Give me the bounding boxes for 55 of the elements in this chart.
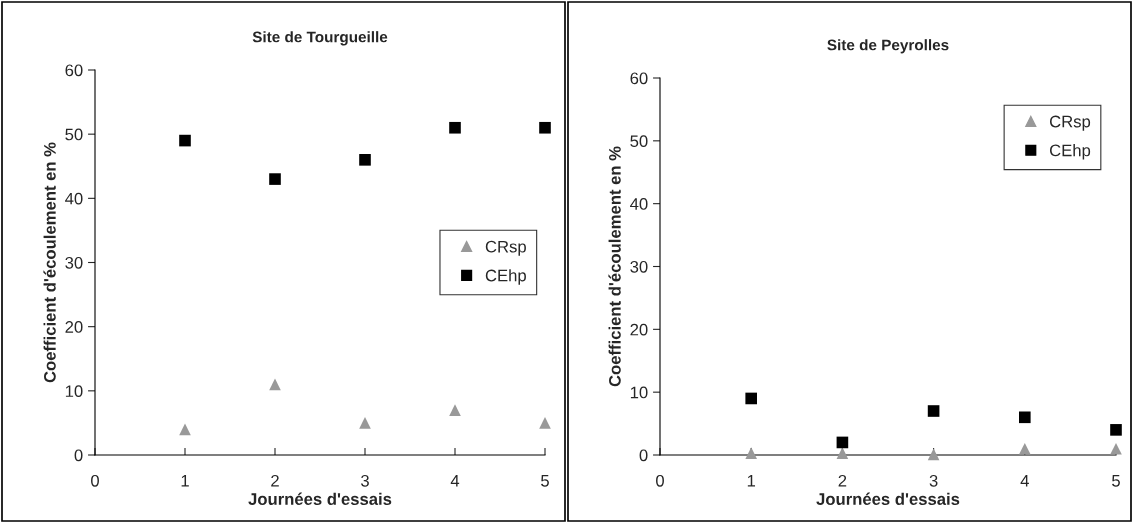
chart-title: Site de Peyrolles	[827, 39, 949, 54]
point	[745, 447, 758, 459]
y-tick-label: 30	[65, 256, 83, 269]
point	[1110, 442, 1122, 455]
y-tick-label: 50	[65, 128, 83, 141]
point	[927, 405, 940, 417]
x-tick-label: 1	[181, 475, 189, 487]
y-axis-title: Coefficient d'écoulement en %	[608, 146, 621, 387]
point	[1018, 411, 1031, 424]
x-tick-label: 1	[747, 475, 756, 487]
x-tick-label: 2	[271, 474, 279, 487]
point	[1110, 424, 1122, 436]
point	[1018, 442, 1031, 455]
point	[836, 447, 849, 459]
y-tick-label: 50	[630, 135, 648, 148]
point	[927, 448, 940, 461]
y-tick-label: 10	[630, 386, 648, 399]
y-axis-title: Coefficient d'écoulement en %	[43, 142, 56, 383]
x-tick-label: 3	[929, 474, 938, 487]
point	[539, 121, 551, 134]
y-tick-label: 0	[74, 449, 83, 462]
chart-title: Site de Tourgueille	[252, 31, 388, 46]
point	[179, 423, 191, 436]
y-tick-label: 20	[65, 321, 83, 333]
x-tick-label: 0	[656, 474, 664, 487]
point	[449, 404, 461, 416]
legend-label: CEhp	[485, 269, 526, 285]
x-tick-label: 5	[541, 475, 549, 487]
point	[179, 134, 191, 147]
y-tick-label: 40	[65, 192, 83, 205]
x-tick-label: 4	[450, 475, 460, 487]
y-tick-label: 30	[630, 260, 648, 273]
legend-label: CRsp	[485, 240, 526, 256]
y-tick-label: 60	[65, 64, 83, 77]
point	[359, 154, 371, 166]
point	[836, 436, 849, 449]
x-tick-label: 0	[91, 474, 99, 487]
point	[745, 392, 758, 405]
y-tick-label: 10	[65, 385, 83, 398]
legend-label: CEhp	[1049, 144, 1091, 160]
x-axis-title: Journées d'essais	[816, 492, 960, 505]
x-tick-label: 3	[361, 474, 369, 487]
y-tick-label: 60	[630, 72, 648, 85]
x-tick-label: 4	[1020, 475, 1029, 487]
legend-label: CRsp	[1049, 115, 1091, 131]
x-tick-label: 5	[1112, 475, 1120, 487]
point	[359, 417, 371, 429]
y-tick-label: 40	[630, 198, 648, 210]
x-axis-title: Journées d'essais	[248, 492, 392, 505]
point	[449, 121, 461, 134]
x-tick-label: 2	[838, 474, 847, 487]
y-tick-label: 0	[639, 449, 648, 462]
point	[269, 173, 281, 185]
point	[539, 417, 551, 429]
y-tick-label: 20	[630, 323, 648, 336]
